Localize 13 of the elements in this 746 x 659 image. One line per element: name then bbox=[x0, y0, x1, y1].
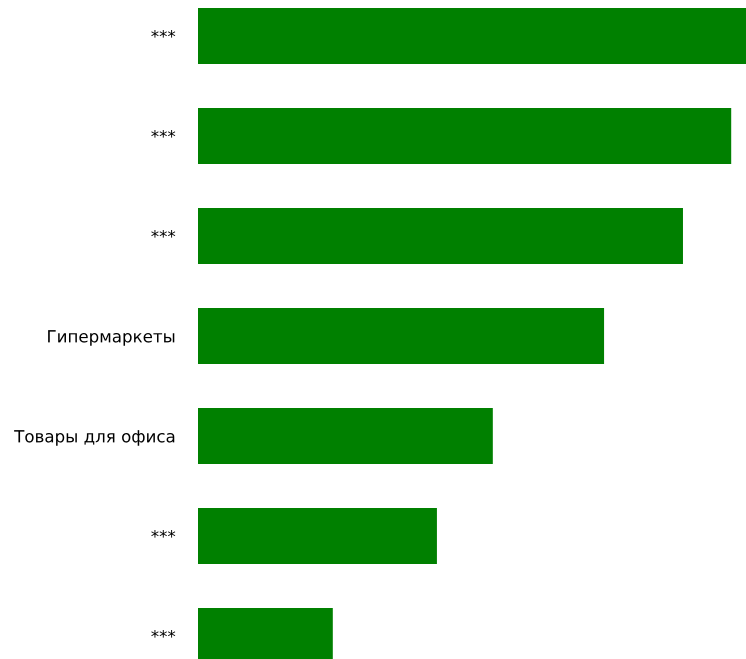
bar bbox=[198, 408, 493, 464]
y-tick-label: *** bbox=[151, 30, 176, 38]
bar bbox=[198, 308, 604, 364]
bar bbox=[198, 208, 683, 264]
y-tick-label: *** bbox=[151, 230, 176, 238]
bar bbox=[198, 8, 746, 64]
bar bbox=[198, 508, 437, 564]
y-tick-label: Товары для офиса bbox=[14, 430, 174, 446]
y-tick-label: *** bbox=[151, 630, 176, 638]
y-tick-label: *** bbox=[151, 130, 176, 138]
y-tick-label: *** bbox=[151, 530, 176, 538]
bar bbox=[198, 108, 732, 164]
y-tick-label: Гипермаркеты bbox=[48, 330, 174, 346]
